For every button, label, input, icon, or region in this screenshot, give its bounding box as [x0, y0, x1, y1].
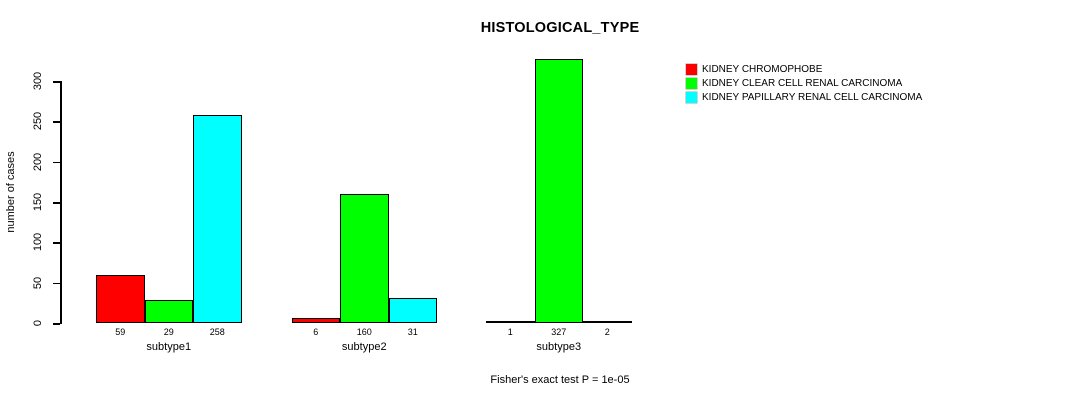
legend-item: KIDNEY CLEAR CELL RENAL CARCINOMA [686, 78, 922, 89]
y-tick-mark [53, 202, 60, 204]
annotation-text: Fisher's exact test P = 1e-05 [490, 374, 630, 386]
y-tick-label: 0 [32, 319, 44, 327]
y-tick-label: 300 [32, 71, 44, 91]
y-axis-label: number of cases [5, 151, 17, 233]
y-tick-mark [53, 121, 60, 123]
y-axis-line [60, 81, 62, 324]
bar [486, 321, 535, 323]
bar-value-label: 1 [507, 327, 513, 337]
legend-swatch [686, 78, 697, 89]
bar [388, 298, 437, 323]
bar [583, 321, 632, 323]
legend-label: KIDNEY CHROMOPHOBE [702, 64, 823, 75]
bar [340, 194, 389, 323]
y-tick-label: 100 [32, 233, 44, 252]
bar-value-label: 160 [356, 327, 372, 337]
chart-title: HISTOLOGICAL_TYPE [480, 20, 640, 36]
legend-swatch [686, 92, 697, 103]
bar [144, 300, 193, 323]
bar [96, 275, 145, 323]
y-tick-label: 250 [32, 112, 44, 131]
legend-label: KIDNEY CLEAR CELL RENAL CARCINOMA [702, 78, 903, 89]
legend: KIDNEY CHROMOPHOBE KIDNEY CLEAR CELL RENA… [686, 64, 922, 103]
y-tick-label: 50 [32, 276, 44, 289]
bar-value-label: 6 [313, 327, 319, 337]
legend-item: KIDNEY CHROMOPHOBE [686, 64, 922, 75]
y-tick-mark [53, 282, 60, 285]
bar-value-label: 327 [551, 327, 567, 337]
x-category-label: subtype3 [536, 341, 582, 353]
y-tick-mark [53, 323, 60, 325]
y-tick-label: 150 [32, 192, 44, 212]
bar-value-label: 59 [115, 327, 126, 337]
bar [291, 318, 340, 323]
y-tick-mark [53, 81, 60, 83]
x-category-label: subtype1 [146, 341, 192, 353]
y-tick-mark [53, 242, 60, 244]
x-category-label: subtype2 [341, 341, 387, 353]
bar-value-label: 258 [209, 327, 225, 337]
bar-value-label: 29 [163, 327, 174, 337]
legend-label: KIDNEY PAPILLARY RENAL CELL CARCINOMA [702, 92, 923, 103]
legend-item: KIDNEY PAPILLARY RENAL CELL CARCINOMA [686, 92, 922, 103]
bar-value-label: 31 [407, 327, 418, 337]
bar-value-label: 2 [604, 327, 610, 337]
legend-swatch [686, 64, 697, 75]
y-tick-mark [53, 161, 60, 164]
bar [193, 115, 242, 323]
bar [534, 59, 583, 323]
y-tick-label: 200 [32, 152, 44, 171]
